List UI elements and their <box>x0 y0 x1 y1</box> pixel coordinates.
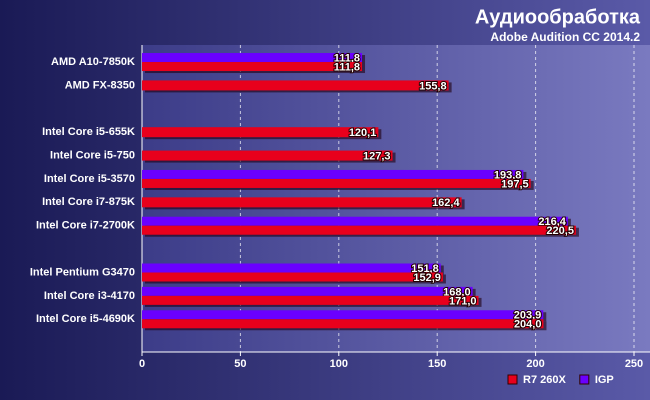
y-tick-label: Intel Core i3-4170 <box>44 290 135 302</box>
x-tick-label: 100 <box>330 358 348 370</box>
y-tick-label: Intel Core i5-655K <box>42 126 135 138</box>
bar <box>142 178 531 188</box>
value-label: 151,8 <box>411 263 439 275</box>
legend-swatch <box>507 374 518 385</box>
y-tick-label: Intel Core i5-750 <box>50 149 135 161</box>
bar <box>142 80 449 91</box>
chart-title: Аудиообработка <box>475 6 641 28</box>
value-label: 120,1 <box>349 127 377 139</box>
legend-swatch <box>579 374 590 385</box>
value-label: 111,8 <box>334 52 360 64</box>
bar <box>142 150 393 161</box>
x-tick-label: 150 <box>428 358 446 370</box>
bar <box>142 169 524 179</box>
x-tick-label: 200 <box>526 358 544 370</box>
bar <box>142 295 479 305</box>
value-label: 155,8 <box>419 80 447 92</box>
value-label: 220,5 <box>546 225 574 237</box>
value-label: 216,4 <box>538 216 566 228</box>
value-label: 203,9 <box>514 310 542 322</box>
value-label: 127,3 <box>363 150 391 162</box>
y-tick-label: Intel Core i5-3570 <box>44 173 135 185</box>
legend-label: IGP <box>595 374 614 386</box>
y-tick-label: Intel Core i5-4690K <box>36 313 135 325</box>
bar <box>142 225 576 235</box>
bar <box>142 310 544 320</box>
chart-subtitle: Adobe Audition CC 2014.2 <box>490 30 640 44</box>
value-label: 152,9 <box>413 272 441 284</box>
value-label: 111,8 <box>334 61 360 73</box>
y-tick-label: Intel Core i7-2700K <box>36 220 135 232</box>
x-tick-label: 0 <box>139 358 145 370</box>
bar <box>142 53 363 63</box>
value-label: 171,0 <box>449 295 477 307</box>
value-label: 204,0 <box>514 319 542 331</box>
legend-label: R7 260X <box>523 374 566 386</box>
bar <box>142 127 379 138</box>
bar <box>142 286 473 296</box>
x-tick-label: 50 <box>234 358 246 370</box>
x-tick-label: 250 <box>625 358 643 370</box>
bar <box>142 216 568 226</box>
bar <box>142 319 544 329</box>
bar <box>142 272 443 282</box>
y-tick-label: Intel Core i7-875K <box>42 196 135 208</box>
y-tick-label: AMD FX-8350 <box>65 79 135 91</box>
bar <box>142 62 363 72</box>
y-tick-label: AMD A10-7850K <box>51 56 135 68</box>
value-label: 197,5 <box>501 178 529 190</box>
value-label: 193,8 <box>494 169 522 181</box>
value-label: 168,0 <box>443 286 471 298</box>
bar <box>142 263 441 273</box>
bar <box>142 197 462 208</box>
value-label: 162,4 <box>432 197 460 209</box>
y-tick-label: Intel Pentium G3470 <box>30 266 135 278</box>
